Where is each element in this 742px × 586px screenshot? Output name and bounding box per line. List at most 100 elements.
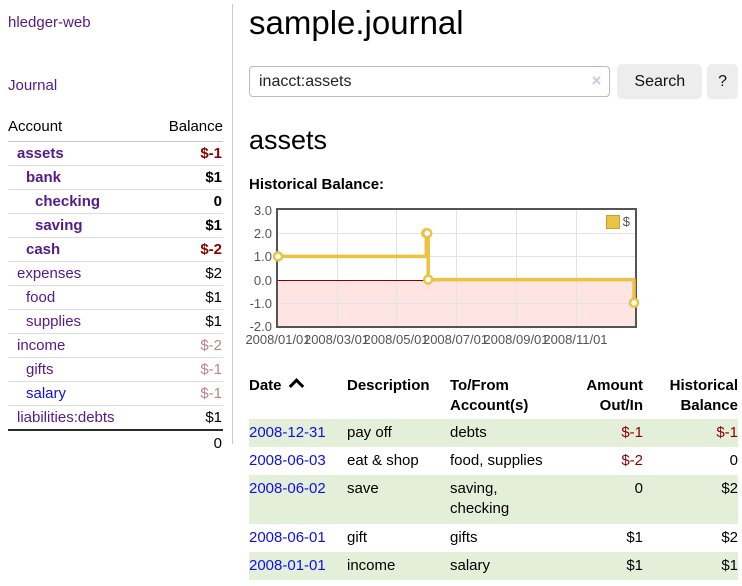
account-link[interactable]: expenses	[17, 265, 82, 282]
account-row: checking 0	[8, 189, 223, 214]
gridline	[278, 302, 635, 304]
transaction-description: pay off	[347, 423, 392, 441]
register-row: 2008-06-02 save saving, checking 0 $2	[249, 475, 738, 524]
transaction-balance: $1	[721, 556, 738, 574]
x-axis-tick-label: 2008/11/01	[543, 332, 608, 347]
account-row: gifts $-1	[8, 357, 223, 382]
register-col-date[interactable]: Date	[249, 374, 347, 419]
nav-journal-link[interactable]: Journal	[8, 77, 58, 94]
clear-search-icon[interactable]: ×	[591, 71, 602, 90]
search-button[interactable]: Search	[617, 64, 703, 99]
transaction-amount: $-2	[621, 451, 643, 469]
transaction-date-link[interactable]: 2008-06-02	[249, 480, 326, 497]
account-balance: $1	[150, 405, 223, 431]
y-axis-tick-label: 2.0	[253, 226, 272, 242]
register-row: 2008-06-03 eat & shop food, supplies $-2 0	[249, 447, 738, 475]
journal-title: sample.journal	[249, 4, 464, 41]
transaction-accounts: food, supplies	[450, 451, 543, 469]
transaction-date-link[interactable]: 2008-06-03	[249, 451, 326, 469]
account-row: food $1	[8, 285, 223, 310]
transaction-date-link[interactable]: 2008-01-01	[249, 556, 326, 574]
account-balance: $-1	[150, 141, 223, 166]
x-axis-tick-label: 2008/09/01	[483, 332, 549, 347]
y-axis-tick-label: 3.0	[253, 203, 272, 218]
search-form: × Search ?	[249, 64, 738, 99]
gridline	[455, 210, 457, 326]
transaction-amount: $-1	[621, 423, 643, 441]
legend-swatch-icon	[605, 214, 620, 229]
account-link[interactable]: bank	[26, 169, 62, 186]
account-row: salary $-1	[8, 381, 223, 406]
account-balance: $1	[150, 165, 223, 190]
y-axis-tick-label: -2.0	[249, 319, 272, 334]
transaction-amount: $1	[626, 556, 643, 574]
y-axis-tick-label: 0.0	[253, 272, 272, 288]
accounts-total-value: 0	[150, 429, 223, 455]
accounts-total-row: 0	[8, 429, 223, 455]
register-row: 2008-01-01 income salary $1 $1	[249, 551, 738, 580]
sidebar: hledger-web Journal Account Balance asse…	[0, 4, 233, 455]
legend-label: $	[622, 214, 630, 229]
transaction-description: eat & shop	[347, 451, 419, 469]
account-balance: $-2	[150, 333, 223, 358]
account-balance: $2	[150, 261, 223, 286]
account-row: cash $-2	[8, 237, 223, 262]
x-axis-tick-label: 2008/03/01	[303, 332, 370, 347]
account-link[interactable]: liabilities:debts	[17, 409, 115, 426]
transaction-date-link[interactable]: 2008-12-31	[249, 423, 326, 441]
account-link[interactable]: supplies	[26, 313, 82, 330]
register-row: 2008-12-31 pay off debts $-1 $-1	[249, 418, 738, 447]
app-brand-link[interactable]: hledger-web	[8, 14, 91, 31]
account-balance: 0	[150, 189, 223, 214]
account-balance: $-1	[150, 381, 223, 406]
transaction-balance: $2	[721, 528, 738, 546]
accounts-table: Account Balance assets $-1 bank $1 checking 0…	[8, 114, 223, 455]
data-point-marker	[272, 251, 284, 262]
gridline	[516, 210, 517, 326]
account-link[interactable]: income	[17, 337, 66, 354]
accounts-col-account: Account	[8, 114, 151, 142]
account-balance: $-1	[150, 357, 223, 382]
transaction-date-link[interactable]: 2008-06-01	[249, 528, 326, 546]
transaction-accounts: saving, checking	[450, 480, 510, 518]
transaction-description: gift	[347, 528, 368, 546]
transaction-balance: $-1	[716, 423, 738, 441]
transaction-accounts: gifts	[450, 528, 478, 546]
register-table: Date Description To/From Account(s) Amou…	[249, 374, 738, 580]
main-content: sample.journal × Search ? assets Histori…	[245, 4, 738, 580]
x-axis-tick-label: 2008/07/01	[422, 332, 489, 347]
account-balance: $1	[150, 213, 223, 238]
transaction-description: income	[347, 556, 396, 574]
account-row: saving $1	[8, 213, 223, 238]
x-axis-tick-label: 2008/05/01	[363, 332, 429, 347]
account-link[interactable]: salary	[26, 385, 67, 402]
help-button[interactable]: ?	[707, 64, 738, 99]
account-row: income $-2	[8, 333, 223, 358]
transaction-balance: 0	[729, 451, 738, 469]
register-col-accounts: To/From Account(s)	[450, 377, 529, 415]
account-row: assets $-1	[8, 141, 223, 166]
data-point-marker	[422, 274, 434, 285]
gridline	[336, 210, 338, 326]
sort-ascending-icon	[288, 378, 304, 394]
account-link[interactable]: food	[26, 289, 56, 306]
account-link[interactable]: cash	[26, 241, 61, 258]
y-axis-tick-label: 1.0	[253, 249, 272, 265]
chart-plot-area[interactable]: $	[272, 208, 640, 328]
account-row: bank $1	[8, 165, 223, 190]
gridline	[575, 210, 577, 326]
balance-line-series	[272, 227, 640, 309]
account-row: expenses $2	[8, 261, 223, 286]
account-link[interactable]: checking	[35, 193, 101, 210]
historical-balance-chart: $3.0 2.0 1.0 0.0 -1.0 -2.0 2008/01/01 2008/03/0…	[245, 203, 738, 352]
account-link[interactable]: saving	[35, 217, 83, 234]
transaction-amount: 0	[634, 480, 643, 497]
account-link[interactable]: gifts	[26, 361, 54, 378]
transaction-accounts: salary	[450, 556, 491, 574]
x-axis-tick-label: 2008/01/01	[245, 332, 311, 347]
transaction-description: save	[347, 480, 379, 497]
account-link[interactable]: assets	[17, 145, 64, 162]
search-input[interactable]	[249, 66, 611, 97]
transaction-amount: $1	[626, 528, 643, 546]
register-col-description: Description	[347, 377, 430, 394]
